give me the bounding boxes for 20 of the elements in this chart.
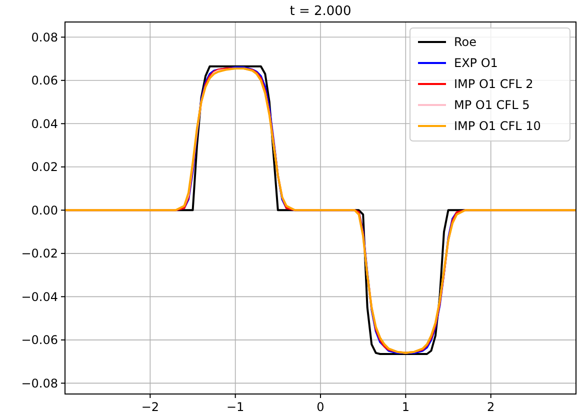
y-tick-label: 0.06	[31, 74, 58, 88]
x-tick-label: −1	[226, 400, 244, 414]
chart-title: t = 2.000	[290, 4, 352, 19]
y-tick-label: 0.08	[31, 30, 58, 44]
legend-label: MP O1 CFL 5	[454, 98, 530, 112]
y-tick-label: −0.02	[21, 246, 58, 261]
x-tick-label: 2	[487, 400, 495, 414]
x-tick-label: −2	[141, 400, 160, 414]
x-tick-label: 0	[316, 400, 324, 414]
legend-label: EXP O1	[454, 56, 498, 70]
legend-label: IMP O1 CFL 10	[454, 119, 541, 134]
legend-label: Roe	[454, 35, 477, 50]
y-tick-label: −0.08	[21, 376, 58, 390]
x-tick-label: 1	[402, 400, 410, 414]
y-tick-label: −0.04	[21, 290, 58, 304]
y-tick-label: 0.04	[31, 116, 58, 131]
legend-label: IMP O1 CFL 2	[454, 77, 534, 92]
y-tick-label: −0.06	[21, 333, 58, 348]
y-tick-label: 0.02	[31, 160, 58, 174]
y-tick-label: 0.00	[31, 203, 58, 218]
